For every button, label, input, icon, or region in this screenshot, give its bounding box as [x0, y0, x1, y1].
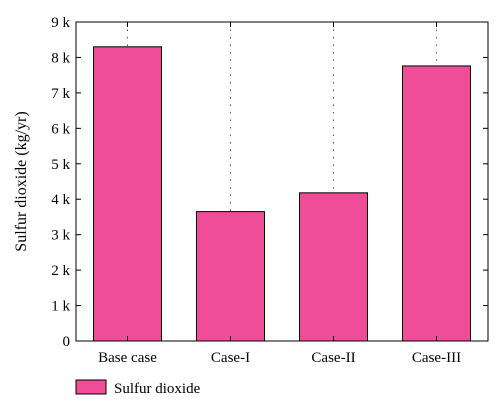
y-tick-label: 7 k	[51, 86, 70, 102]
bars-group	[93, 46, 471, 342]
y-tick-label: 2 k	[51, 263, 70, 279]
plot-frame	[75, 21, 489, 342]
bar	[402, 65, 471, 342]
y-tick-label: 6 k	[51, 121, 70, 137]
x-tick-label: Case-I	[211, 350, 250, 366]
x-tick-label: Base case	[98, 350, 157, 366]
grid-lines	[127, 22, 437, 341]
x-tick-label: Case-III	[412, 350, 461, 366]
legend-label: Sulfur dioxide	[114, 381, 201, 397]
y-tick-label: 9 k	[51, 15, 70, 31]
legend-swatch	[75, 379, 107, 395]
y-axis-title: Sulfur dioxide (kg/yr)	[13, 111, 30, 251]
y-tick-label: 3 k	[51, 228, 70, 244]
legend: Sulfur dioxide	[75, 379, 201, 397]
y-tick-label: 0	[63, 334, 71, 350]
y-tick-label: 1 k	[51, 299, 70, 315]
bar	[93, 46, 162, 342]
bar	[196, 211, 265, 342]
y-tick-label: 5 k	[51, 157, 70, 173]
y-axis: 0 1 k 2 k 3 k 4 k 5 k 6 k 7 k 8 k 9 k	[51, 15, 488, 350]
x-axis: Base case Case-I Case-II Case-III	[98, 22, 461, 366]
x-tick-label: Case-II	[311, 350, 355, 366]
bar	[299, 192, 368, 342]
y-tick-label: 8 k	[51, 50, 70, 66]
y-tick-label: 4 k	[51, 192, 70, 208]
